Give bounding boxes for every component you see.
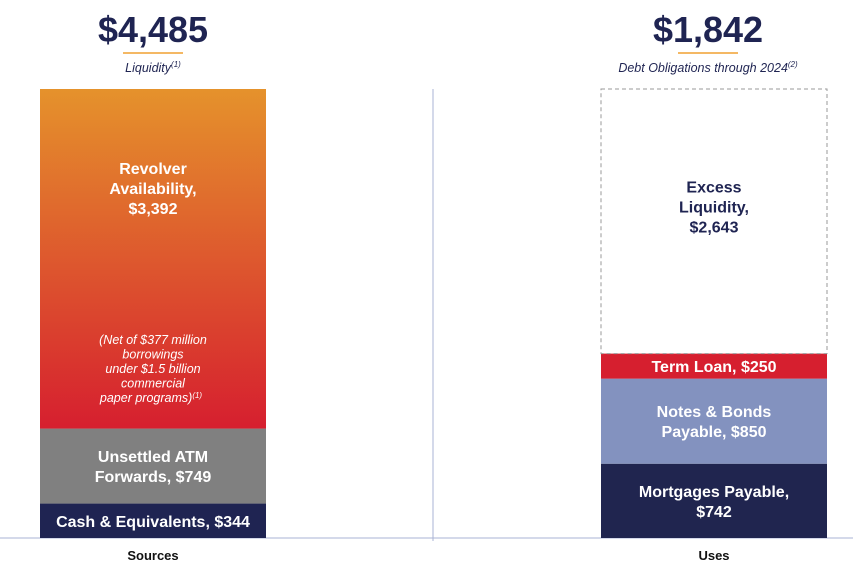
category-label-uses: Uses [698, 548, 729, 563]
bar-segment-cash-equivalents-344 [40, 503, 266, 538]
total-label-sources: Liquidity(1) [125, 60, 181, 75]
category-label-sources: Sources [127, 548, 178, 563]
revolver-note: (Net of $377 million borrowings under $1.5… [99, 333, 207, 405]
segment-label: Unsettled ATM Forwards, $749 [95, 449, 212, 486]
bar-segment-term-loan-250 [601, 353, 827, 379]
bar-segment-revolver-availability-3 [40, 89, 266, 429]
bar-segment-notes-bonds-payable [601, 378, 827, 464]
segment-label: Cash & Equivalents, $344 [56, 514, 250, 531]
segment-label: Term Loan, $250 [651, 359, 776, 376]
total-label-uses: Debt Obligations through 2024(2) [618, 60, 798, 75]
bar-segment-excess-liquidity-2 [600, 88, 828, 355]
segment-label: Notes & Bonds Payable, $850 [657, 404, 772, 441]
segment-label: Mortgages Payable, $742 [639, 484, 789, 521]
total-value-sources: $4,485 [98, 9, 208, 50]
segment-label: Revolver Availability, $3,392 [109, 161, 196, 218]
segment-label: Excess Liquidity, $2,643 [679, 179, 749, 236]
total-value-uses: $1,842 [653, 9, 763, 50]
bar-segment-unsettled-atm-forwards [40, 428, 266, 504]
bar-segment-mortgages-payable-742 [601, 463, 827, 538]
